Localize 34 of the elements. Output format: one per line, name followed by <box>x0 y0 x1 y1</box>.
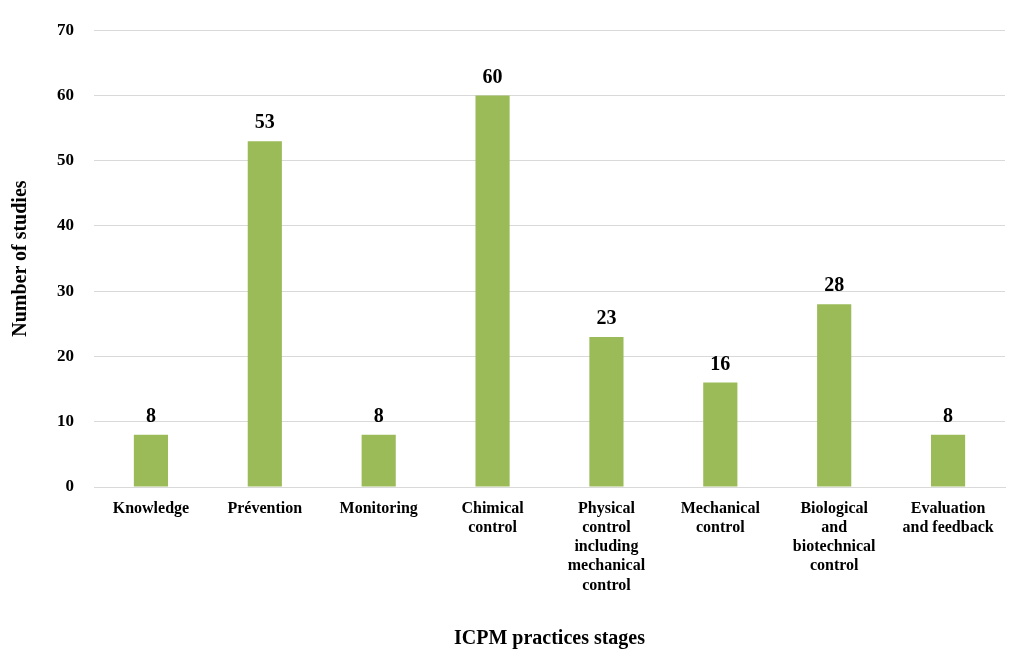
data-label: 53 <box>254 110 275 133</box>
bar <box>817 304 852 487</box>
y-tick-label: 0 <box>65 476 74 496</box>
x-tick-label: Biological and biotechnical control <box>792 498 877 574</box>
bar <box>247 141 282 487</box>
x-axis-title: ICPM practices stages <box>453 626 646 650</box>
y-tick-label: 40 <box>57 215 74 235</box>
x-tick-label: Chimical control <box>461 498 525 535</box>
x-tick-label: Prévention <box>227 498 303 516</box>
bar <box>475 95 510 487</box>
x-tick-label: Mechanical control <box>680 498 761 535</box>
x-tick-label: Physical control including mechanical control <box>567 498 646 593</box>
y-tick-label: 30 <box>57 280 74 300</box>
data-label: 60 <box>482 64 503 87</box>
y-axis-title: Number of studies <box>8 180 31 337</box>
data-label: 8 <box>373 403 384 426</box>
data-label: 28 <box>824 273 845 296</box>
data-label: 16 <box>710 351 731 374</box>
bar <box>133 434 169 487</box>
bar <box>589 336 624 487</box>
x-tick-label: Knowledge <box>112 498 190 517</box>
bar <box>361 434 396 487</box>
data-label: 8 <box>145 403 156 426</box>
bar <box>930 434 966 487</box>
y-tick-label: 50 <box>57 150 74 170</box>
data-label: 8 <box>943 403 954 426</box>
y-tick-label: 10 <box>57 411 74 431</box>
y-tick-label: 60 <box>57 84 74 104</box>
data-label: 23 <box>596 306 617 329</box>
x-tick-label: Evaluation and feedback <box>902 498 994 535</box>
bar <box>703 382 738 487</box>
y-tick-label: 20 <box>57 345 74 365</box>
y-tick-label: 70 <box>57 19 74 39</box>
x-tick-label: Monitoring <box>339 498 418 517</box>
